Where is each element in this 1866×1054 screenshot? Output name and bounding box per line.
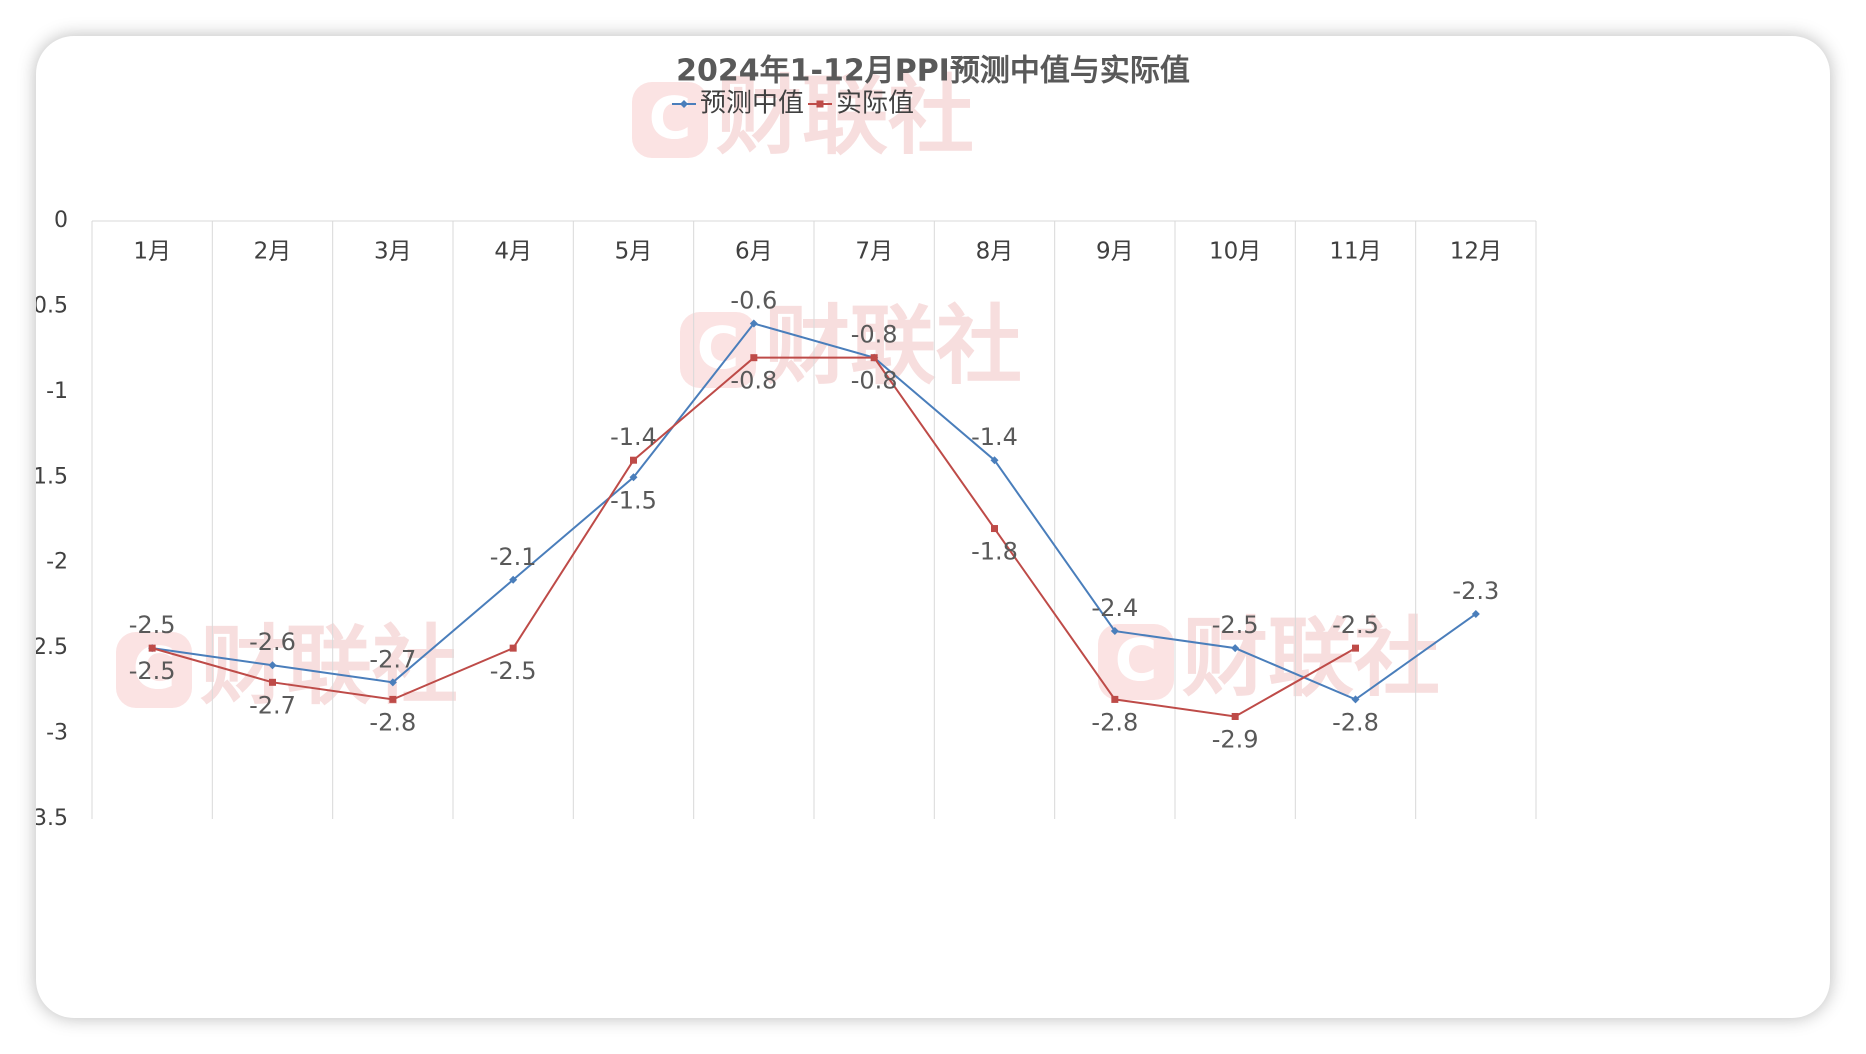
legend-label: 预测中值 (700, 89, 804, 119)
data-point-marker (630, 456, 637, 464)
data-label-actual: -2.5 (1332, 611, 1379, 639)
data-label-forecast: -1.4 (971, 423, 1018, 451)
watermark-text: 财联社 (764, 296, 1022, 396)
data-label-actual: -2.8 (1091, 708, 1138, 736)
data-point-marker (148, 644, 156, 652)
x-category-label: 3月 (374, 239, 412, 265)
y-tick-label: 0 (54, 208, 68, 233)
data-point-marker (1352, 644, 1359, 652)
watermark-text: 财联社 (200, 616, 458, 716)
data-point-marker (870, 354, 878, 362)
data-label-actual: -2.9 (1212, 725, 1259, 753)
data-label-forecast: -0.8 (851, 321, 898, 349)
data-label-forecast: -2.5 (1212, 611, 1259, 639)
data-point-marker (1231, 712, 1239, 720)
data-point-marker (269, 678, 276, 686)
data-point-marker (268, 661, 277, 670)
data-label-actual: -2.8 (369, 708, 416, 736)
data-labels: -2.5 -2.6 -2.7 -2.1 -1.5 -0.6 -0.8 -1.4 -2.4 -2.5… (129, 287, 1499, 754)
data-point-marker (389, 695, 397, 703)
legend-label: 实际值 (836, 89, 914, 119)
series-line-1 (152, 322, 1477, 701)
data-label-forecast: -1.5 (610, 486, 657, 514)
data-label-actual: -0.8 (730, 367, 777, 395)
y-tick-label: -3 (46, 721, 68, 746)
data-label-forecast: -0.6 (730, 287, 777, 315)
watermark-logo-icon (632, 82, 708, 158)
y-tick-label: -1 (46, 379, 68, 404)
data-point-marker (990, 456, 999, 465)
y-tick-label: -1.5 (36, 464, 68, 489)
x-category-label: 4月 (494, 239, 532, 265)
x-category-label: 10月 (1209, 239, 1261, 265)
data-point-marker (509, 575, 518, 584)
data-point-marker (1471, 609, 1480, 618)
y-tick-label: -3.5 (36, 806, 68, 831)
data-label-forecast: -2.3 (1452, 577, 1499, 605)
data-label-forecast: -2.8 (1332, 708, 1379, 736)
x-category-label: 8月 (976, 239, 1014, 265)
x-category-label: 2月 (254, 239, 292, 265)
legend-marker (816, 100, 824, 108)
data-point-marker (1111, 695, 1119, 703)
x-category-label: 12月 (1450, 239, 1502, 265)
series-lines (148, 319, 1480, 720)
data-label-actual: -2.7 (249, 691, 296, 719)
legend-marker (680, 100, 688, 108)
data-label-actual: -0.8 (851, 367, 898, 395)
watermark-text: 财联社 (716, 66, 974, 166)
data-point-marker (1231, 644, 1240, 653)
x-category-label: 5月 (615, 239, 653, 265)
x-category-label: 1月 (133, 239, 171, 265)
watermark-logo-letter: C (1115, 626, 1158, 694)
data-label-forecast: -2.1 (490, 543, 537, 571)
watermark-logo-letter: C (649, 84, 692, 152)
x-category-label: 9月 (1096, 239, 1134, 265)
data-label-actual: -2.5 (490, 657, 537, 685)
gridlines (91, 220, 1537, 819)
data-point-marker (509, 644, 517, 652)
data-label-forecast: -2.6 (249, 628, 296, 656)
data-point-marker (749, 319, 758, 328)
data-point-marker (1351, 695, 1360, 704)
legend-item-2: 实际值 (808, 89, 914, 119)
legend-item-1: 预测中值 (672, 89, 804, 119)
data-label-forecast: -2.4 (1091, 594, 1138, 622)
data-point-marker (991, 525, 998, 533)
legend: 预测中值 实际值 (672, 89, 914, 119)
y-tick-label: -2.5 (36, 635, 68, 660)
x-axis-categories: 1月 2月 3月 4月 5月 6月 7月 8月 9月 10月 11月 12月 (133, 239, 1502, 265)
data-label-actual: -1.8 (971, 538, 1018, 566)
watermark-text: 财联社 (1182, 608, 1440, 708)
x-category-label: 7月 (855, 239, 893, 265)
watermark-logo-icon (1098, 624, 1174, 700)
x-category-label: 6月 (735, 239, 773, 265)
y-axis-ticks: 0 -0.5 -1 -1.5 -2 -2.5 -3 -3.5 (36, 208, 68, 831)
data-point-marker (629, 473, 638, 482)
data-point-marker (1110, 627, 1119, 636)
chart-title: 2024年1-12月PPI预测中值与实际值 (676, 54, 1190, 89)
data-label-forecast: -2.5 (129, 611, 176, 639)
y-tick-label: -2 (46, 550, 68, 575)
watermark: C 财联社 (632, 66, 974, 166)
x-category-label: 11月 (1329, 239, 1381, 265)
data-point-marker (388, 678, 397, 687)
watermark: C 财联社 (1098, 608, 1440, 708)
data-label-actual: -2.5 (129, 657, 176, 685)
watermark-logo-icon (680, 312, 756, 388)
y-tick-label: -0.5 (36, 293, 68, 318)
data-label-actual: -1.4 (610, 423, 657, 451)
data-label-forecast: -2.7 (369, 645, 416, 673)
data-point-marker (750, 354, 758, 362)
